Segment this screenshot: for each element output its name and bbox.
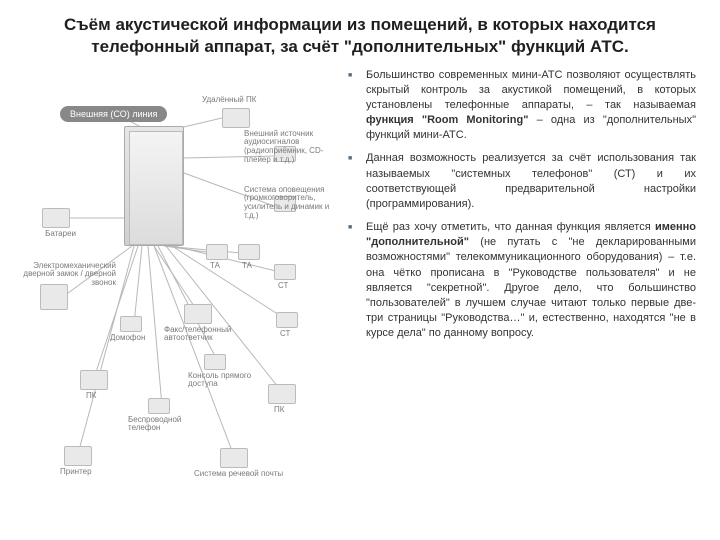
ta2-icon — [238, 244, 260, 260]
text-column: Большинство современных мини-АТС позволя… — [348, 68, 696, 498]
audio-source-label: Внешний источник аудиосигналов (радиопри… — [244, 130, 330, 165]
remote-pc-icon — [222, 108, 250, 128]
external-line-pill: Внешняя (СО) линия — [60, 106, 167, 122]
printer-label: Принтер — [60, 468, 92, 477]
pc-left-label: ПК — [86, 392, 96, 401]
bullet-item: Большинство современных мини-АТС позволя… — [366, 68, 696, 144]
cordless-label: Беспроводной телефон — [128, 416, 192, 434]
ct2-icon — [276, 312, 298, 328]
ta1-label: ТА — [210, 262, 220, 271]
ct2-label: СТ — [280, 330, 290, 339]
pbx-diagram: Внешняя (СО) линия Удалённый ПК Внешний … — [24, 68, 334, 498]
voicemail-label: Система речевой почты — [194, 470, 290, 479]
slide-title: Съём акустической информации из помещени… — [24, 14, 696, 58]
printer-icon — [64, 446, 92, 466]
pc-right-label: ПК — [274, 406, 284, 415]
battery-label: Батареи — [30, 230, 76, 239]
diagram-column: Внешняя (СО) линия Удалённый ПК Внешний … — [24, 68, 334, 498]
bullet-item: Данная возможность реализуется за счёт и… — [366, 151, 696, 212]
access-console-label: Консоль прямого доступа — [188, 372, 252, 390]
doorphone-label: Домофон — [110, 334, 145, 343]
bullet-list: Большинство современных мини-АТС позволя… — [348, 68, 696, 342]
slide: Съём акустической информации из помещени… — [0, 0, 720, 540]
remote-pc-label: Удалённый ПК — [202, 96, 256, 105]
door-lock-label: Электромеханический дверной замок / двер… — [20, 262, 116, 288]
pc-left-icon — [80, 370, 108, 390]
fax-icon — [184, 304, 212, 324]
notify-system-label: Система оповещения (громкоговоритель, ус… — [244, 186, 330, 221]
pbx-unit-icon — [124, 126, 184, 246]
battery-icon — [42, 208, 70, 228]
cordless-icon — [148, 398, 170, 414]
access-console-icon — [204, 354, 226, 370]
fax-label: Факс/телефонный автоответчик — [164, 326, 234, 344]
content-row: Внешняя (СО) линия Удалённый ПК Внешний … — [24, 68, 696, 498]
ta2-label: ТА — [242, 262, 252, 271]
voicemail-icon — [220, 448, 248, 468]
bullet-item: Ещё раз хочу отметить, что данная функци… — [366, 220, 696, 341]
doorphone-icon — [120, 316, 142, 332]
ta1-icon — [206, 244, 228, 260]
ct1-icon — [274, 264, 296, 280]
pc-right-icon — [268, 384, 296, 404]
ct1-label: СТ — [278, 282, 288, 291]
